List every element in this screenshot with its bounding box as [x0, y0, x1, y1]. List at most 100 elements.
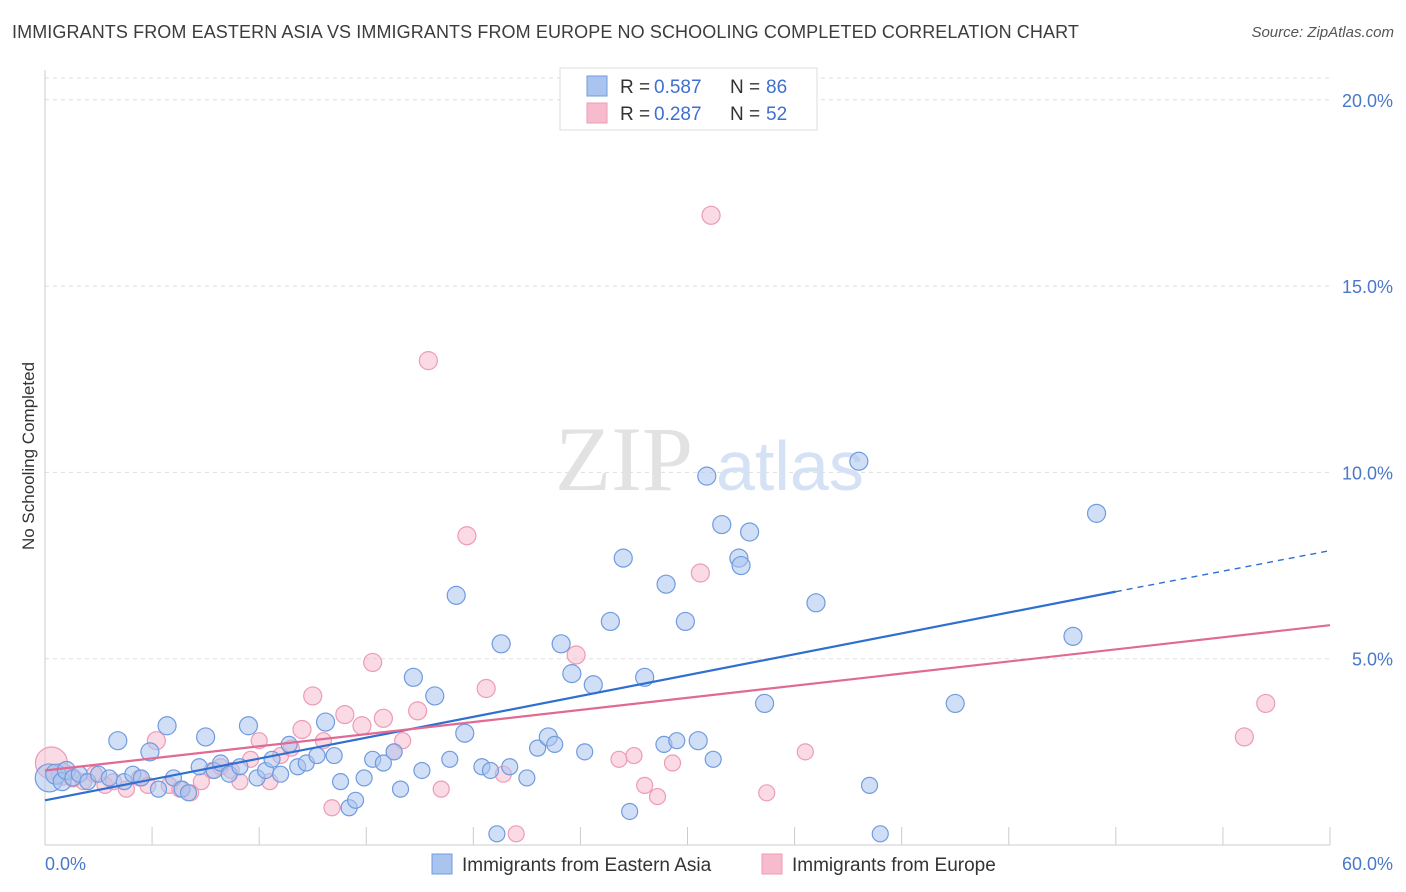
data-point-blue-25 [238, 716, 259, 736]
y-tick-label-2: 15.0% [1342, 277, 1393, 297]
data-point-blue-84 [1063, 626, 1083, 646]
data-point-blue-69 [668, 732, 686, 750]
data-point-blue-29 [271, 765, 290, 783]
data-point-pink-43 [625, 746, 643, 765]
data-point-blue-60 [562, 664, 582, 684]
data-point-blue-65 [621, 802, 639, 821]
x-tick-label-0: 0.0% [45, 854, 86, 874]
data-point-blue-45 [413, 761, 431, 780]
trend-line-pink [44, 624, 1331, 772]
x-tick-label-1: 60.0% [1342, 854, 1393, 874]
data-point-blue-43 [391, 780, 410, 798]
y-axis-label: No Schooling Completed [19, 362, 38, 550]
trend-line-blue-extension [1115, 549, 1331, 593]
data-point-blue-80 [849, 451, 869, 471]
data-point-pink-24 [292, 719, 312, 740]
data-point-blue-71 [688, 731, 708, 751]
data-point-pink-36 [432, 780, 450, 798]
data-point-blue-83 [945, 693, 965, 714]
watermark-zip: ZIP [555, 408, 693, 510]
data-point-pink-20 [250, 732, 268, 750]
data-point-blue-15 [157, 716, 177, 736]
watermark-atlas: atlas [716, 427, 864, 505]
data-point-pink-46 [663, 754, 682, 772]
source-credit: Source: ZipAtlas.com [1251, 24, 1394, 41]
data-point-pink-47 [690, 563, 710, 583]
y-tick-label-1: 10.0% [1342, 463, 1393, 483]
series-eastern-asia-points [34, 451, 1107, 843]
data-point-blue-28 [263, 750, 281, 768]
legend-n-label-2: N = [730, 104, 760, 125]
data-point-blue-72 [697, 466, 717, 486]
series-legend-swatch-blue [431, 853, 453, 875]
data-point-blue-13 [140, 742, 160, 762]
data-point-pink-49 [758, 784, 776, 802]
data-point-blue-63 [600, 611, 621, 632]
watermark: ZIP atlas [555, 408, 864, 510]
series-legend-label-blue: Immigrants from Eastern Asia [462, 855, 712, 876]
data-point-blue-64 [613, 548, 633, 568]
data-point-blue-20 [196, 727, 216, 747]
data-point-blue-46 [425, 686, 445, 706]
data-point-pink-35 [418, 351, 438, 371]
data-point-pink-52 [1256, 693, 1276, 714]
data-point-blue-49 [455, 723, 475, 743]
data-point-blue-48 [446, 585, 466, 605]
data-point-pink-48 [701, 205, 721, 225]
data-point-blue-53 [491, 634, 511, 654]
chart-title: IMMIGRANTS FROM EASTERN ASIA VS IMMIGRAN… [12, 22, 1079, 42]
data-point-blue-36 [331, 773, 350, 791]
data-point-blue-79 [806, 593, 826, 613]
data-point-blue-38 [346, 791, 365, 809]
trend-line-blue [44, 590, 1117, 802]
legend: R = 0.587 N = 86 R = 0.287 N = 52 [559, 67, 818, 131]
data-point-blue-33 [308, 746, 326, 765]
data-point-blue-34 [315, 712, 336, 732]
data-point-pink-29 [352, 716, 372, 736]
legend-r-label-2: R = [620, 104, 650, 125]
data-point-blue-18 [179, 784, 198, 802]
data-point-blue-85 [1086, 503, 1107, 523]
data-point-blue-9 [108, 731, 128, 751]
tick-labels: 5.0% 10.0% 15.0% 20.0% 0.0% 60.0% [45, 91, 1393, 874]
data-point-blue-52 [488, 825, 506, 843]
trend-lines [44, 549, 1331, 802]
data-point-pink-37 [457, 526, 477, 546]
data-point-blue-42 [385, 743, 403, 761]
data-point-blue-81 [860, 776, 879, 794]
data-point-blue-41 [374, 754, 392, 772]
data-point-pink-31 [373, 708, 393, 728]
data-point-pink-50 [796, 743, 814, 761]
series-legend: Immigrants from Eastern Asia Immigrants … [431, 853, 996, 876]
series-legend-label-pink: Immigrants from Europe [792, 855, 996, 876]
grid-lines [45, 77, 1330, 660]
y-tick-label-0: 5.0% [1352, 650, 1393, 670]
data-point-blue-76 [731, 555, 751, 576]
data-point-blue-82 [871, 825, 889, 843]
data-point-blue-56 [528, 739, 547, 757]
legend-n-value-1: 86 [766, 77, 787, 98]
data-point-blue-70 [675, 611, 695, 632]
data-point-blue-8 [100, 769, 118, 787]
series-legend-swatch-pink [761, 853, 783, 875]
data-point-blue-58 [546, 735, 564, 753]
data-point-blue-73 [704, 750, 722, 768]
data-point-blue-39 [355, 769, 373, 787]
data-point-pink-25 [303, 686, 323, 706]
legend-r-value-2: 0.287 [654, 104, 702, 125]
legend-n-label-1: N = [730, 77, 760, 98]
data-point-blue-59 [551, 634, 571, 654]
legend-swatch-blue [586, 75, 608, 97]
y-tick-label-3: 20.0% [1342, 91, 1393, 111]
data-point-pink-34 [408, 701, 428, 721]
data-point-pink-30 [363, 652, 383, 673]
data-point-blue-68 [656, 574, 676, 594]
data-point-blue-14 [149, 780, 168, 798]
legend-n-value-2: 52 [766, 104, 787, 125]
data-point-pink-27 [323, 799, 341, 817]
data-point-pink-41 [566, 645, 586, 665]
data-point-blue-47 [441, 750, 459, 768]
data-point-pink-38 [476, 678, 496, 699]
data-point-blue-35 [325, 746, 343, 765]
